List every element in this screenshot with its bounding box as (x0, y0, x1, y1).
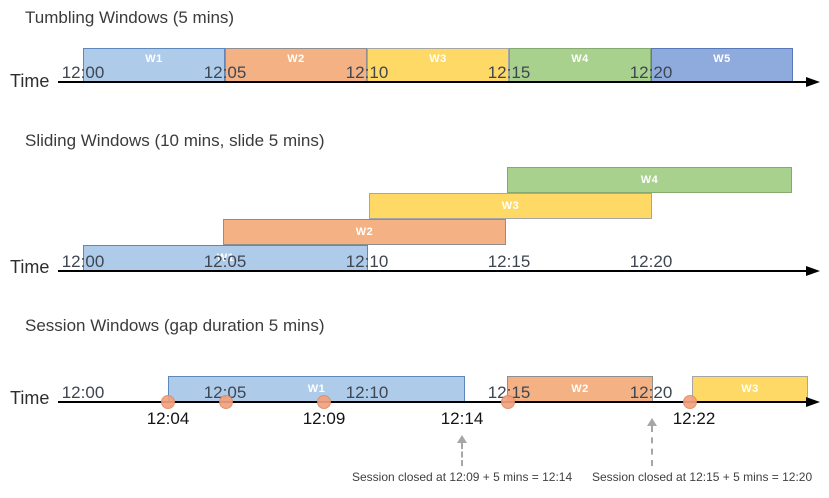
tumbling-axis-line (58, 81, 806, 83)
sliding-title: Sliding Windows (10 mins, slide 5 mins) (25, 131, 325, 150)
session-event-dot (219, 395, 233, 409)
sliding-time-tick: 12:05 (203, 252, 247, 271)
tumbling-time-tick: 12:05 (203, 63, 247, 82)
tumbling-window-label-w5: W5 (713, 53, 731, 65)
session-event-time-label: 12:14 (440, 409, 484, 428)
sliding-window-label-w4: W4 (640, 174, 659, 186)
sliding-time-tick: 12:20 (629, 252, 673, 271)
session-axis-line (58, 401, 806, 403)
session-window-label-w2: W2 (571, 383, 589, 395)
session-window-box-w2: W2 (507, 376, 653, 402)
sliding-window-label-w2: W2 (355, 226, 374, 238)
session-annotation-text: Session closed at 12:09 + 5 mins = 12:14 (352, 470, 573, 484)
session-window-box-w3: W3 (692, 376, 808, 402)
session-window-label-w3: W3 (741, 383, 759, 395)
session-time-tick: 12:10 (345, 383, 389, 402)
session-time-tick: 12:15 (487, 383, 531, 402)
session-event-dot (683, 395, 697, 409)
session-time-axis-label: Time (10, 388, 50, 408)
sliding-time-axis-label: Time (10, 257, 50, 277)
tumbling-window-label-w2: W2 (287, 53, 305, 65)
tumbling-time-tick: 12:00 (61, 63, 105, 82)
session-time-tick: 12:05 (203, 383, 247, 402)
session-annotation-arrow-line (461, 443, 463, 466)
session-axis-arrowhead-icon (806, 397, 820, 407)
session-event-dot (317, 395, 331, 409)
sliding-time-tick: 12:00 (61, 252, 105, 271)
sliding-time-tick: 12:10 (345, 252, 389, 271)
tumbling-window-box-w5: W5 (651, 48, 793, 82)
tumbling-window-box-w3: W3 (367, 48, 509, 82)
tumbling-window-label-w3: W3 (429, 53, 447, 65)
session-annotation-text: Session closed at 12:15 + 5 mins = 12:20 (592, 470, 813, 484)
session-annotation-arrowhead-icon (457, 435, 467, 443)
session-time-tick: 12:00 (61, 383, 105, 402)
tumbling-time-tick: 12:20 (629, 63, 673, 82)
session-event-dot (501, 395, 515, 409)
session-time-tick: 12:20 (629, 383, 673, 402)
session-event-dot (161, 395, 175, 409)
sliding-axis-arrowhead-icon (806, 266, 820, 276)
session-annotation-arrow-line (651, 426, 653, 466)
sliding-window-label-w3: W3 (501, 200, 520, 212)
sliding-window-box-w1: W1 (83, 245, 368, 271)
session-event-time-label: 12:04 (146, 409, 190, 428)
tumbling-time-tick: 12:15 (487, 63, 531, 82)
sliding-window-box-w2: W2 (223, 219, 506, 245)
tumbling-window-label-w4: W4 (571, 53, 589, 65)
tumbling-window-label-w1: W1 (145, 53, 163, 65)
session-window-label-w1: W1 (307, 383, 326, 395)
tumbling-axis-arrowhead-icon (806, 77, 820, 87)
tumbling-time-axis-label: Time (10, 71, 50, 91)
session-annotation-arrowhead-icon (647, 418, 657, 426)
session-event-time-label: 12:09 (302, 409, 346, 428)
sliding-window-box-w4: W4 (507, 167, 792, 193)
sliding-axis-line (58, 270, 806, 272)
sliding-window-box-w3: W3 (369, 193, 652, 219)
session-event-time-label: 12:22 (672, 409, 716, 428)
sliding-window-label-w1: W1 (216, 252, 235, 264)
session-title: Session Windows (gap duration 5 mins) (25, 316, 325, 335)
tumbling-window-box-w1: W1 (83, 48, 225, 82)
tumbling-title: Tumbling Windows (5 mins) (25, 8, 235, 27)
tumbling-time-tick: 12:10 (345, 63, 389, 82)
sliding-time-tick: 12:15 (487, 252, 531, 271)
session-window-box-w1: W1 (168, 376, 465, 402)
